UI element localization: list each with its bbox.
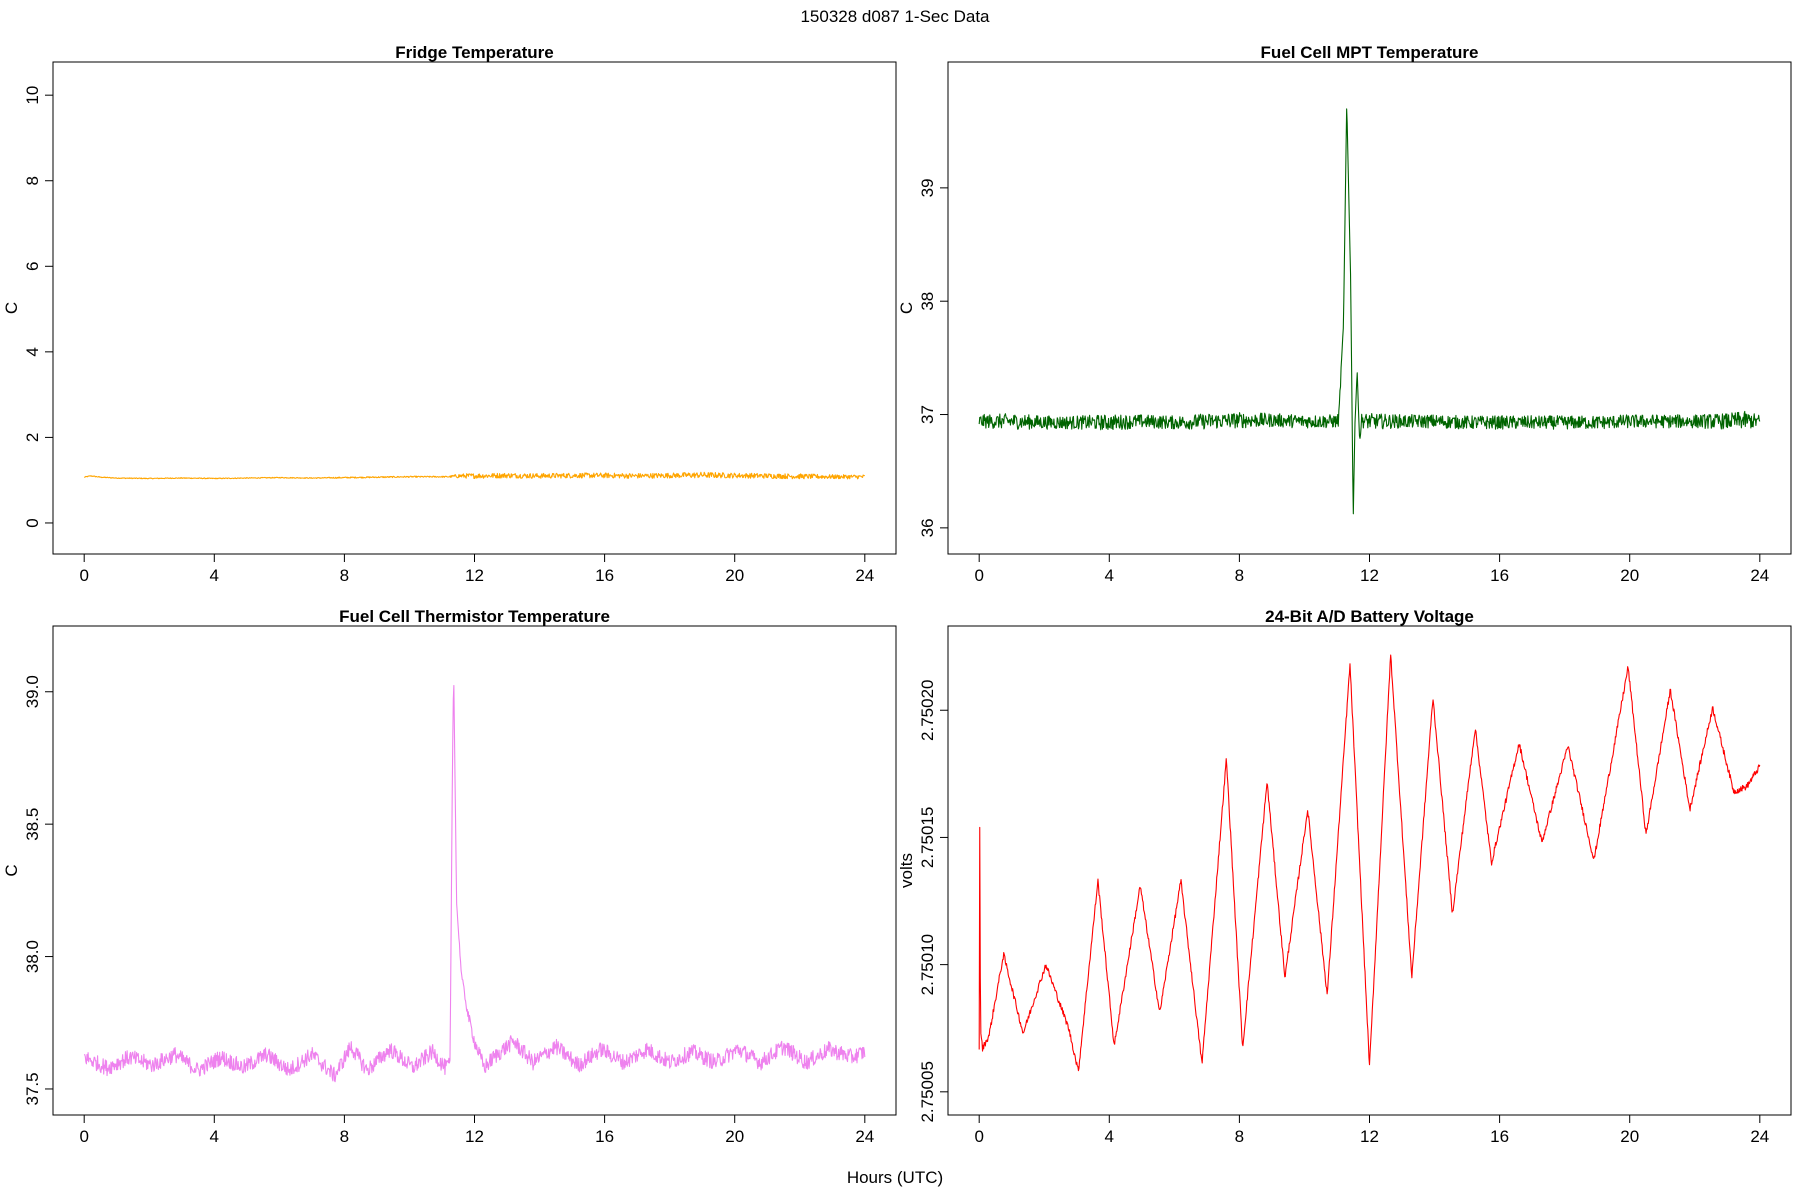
x-tick-label: 24 (1750, 566, 1769, 585)
x-tick-label: 12 (465, 1127, 484, 1146)
x-tick-label: 4 (1105, 566, 1114, 585)
panel-fuel-cell-thermistor-temperature: Fuel Cell Thermistor Temperature C 0 4 8 12 16… (2, 607, 897, 1146)
panel-title: Fridge Temperature (395, 43, 553, 62)
series-line (978, 654, 1761, 1072)
x-tick-label: 16 (595, 566, 614, 585)
x-tick-label: 8 (1235, 1127, 1244, 1146)
x-tick-label: 0 (974, 1127, 983, 1146)
panel-title: Fuel Cell MPT Temperature (1261, 43, 1479, 62)
y-tick-label: 8 (23, 176, 42, 185)
figure-title: 150328 d087 1-Sec Data (800, 7, 990, 26)
x-tick-label: 20 (725, 1127, 744, 1146)
x-tick-label: 8 (340, 1127, 349, 1146)
y-tick-label: 37.5 (23, 1072, 42, 1105)
x-tick-label: 0 (79, 566, 88, 585)
y-tick-label: 37 (918, 405, 937, 424)
x-tick-label: 0 (79, 1127, 88, 1146)
x-tick-label: 8 (1235, 566, 1244, 585)
panel-title: 24-Bit A/D Battery Voltage (1265, 607, 1474, 626)
y-tick-label: 4 (23, 347, 42, 356)
y-tick-label: 39.0 (23, 675, 42, 708)
y-tick-label: 2.75010 (918, 934, 937, 995)
x-tick-label: 20 (1620, 1127, 1639, 1146)
y-tick-label: 2.75020 (918, 680, 937, 741)
x-tick-label: 4 (210, 566, 219, 585)
panel-fuel-cell-mpt-temperature: Fuel Cell MPT Temperature C 0 4 8 12 16 20 24 36 3… (897, 43, 1792, 585)
x-tick-label: 16 (1490, 566, 1509, 585)
y-tick-label: 2.75005 (918, 1061, 937, 1122)
x-tick-label: 24 (855, 566, 874, 585)
y-axis-label: C (2, 302, 21, 314)
panel-title: Fuel Cell Thermistor Temperature (339, 607, 610, 626)
x-tick-label: 12 (1360, 566, 1379, 585)
x-tick-label: 12 (465, 566, 484, 585)
x-tick-label: 4 (210, 1127, 219, 1146)
series-line (84, 471, 865, 480)
y-tick-label: 38 (918, 292, 937, 311)
x-tick-label: 0 (974, 566, 983, 585)
series-line (83, 684, 866, 1083)
x-tick-label: 16 (595, 1127, 614, 1146)
series-line (978, 108, 1761, 515)
x-tick-label: 4 (1105, 1127, 1114, 1146)
y-tick-label: 38.0 (23, 940, 42, 973)
y-tick-label: 2.75015 (918, 807, 937, 868)
x-tick-label: 24 (855, 1127, 874, 1146)
figure-xlabel: Hours (UTC) (847, 1168, 943, 1187)
x-tick-label: 24 (1750, 1127, 1769, 1146)
y-tick-label: 2 (23, 433, 42, 442)
y-tick-label: 10 (23, 86, 42, 105)
y-tick-label: 0 (23, 518, 42, 527)
panel-battery-voltage: 24-Bit A/D Battery Voltage volts 0 4 8 12 16 20… (897, 607, 1792, 1146)
y-tick-label: 38.5 (23, 808, 42, 841)
x-tick-label: 20 (725, 566, 744, 585)
y-axis-label: C (2, 864, 21, 876)
x-tick-label: 12 (1360, 1127, 1379, 1146)
x-tick-label: 20 (1620, 566, 1639, 585)
x-tick-label: 8 (340, 566, 349, 585)
x-tick-label: 16 (1490, 1127, 1509, 1146)
y-axis-label: C (897, 302, 916, 314)
y-axis-label: volts (897, 853, 916, 888)
y-tick-label: 6 (23, 262, 42, 271)
y-tick-label: 36 (918, 518, 937, 537)
y-tick-label: 39 (918, 178, 937, 197)
